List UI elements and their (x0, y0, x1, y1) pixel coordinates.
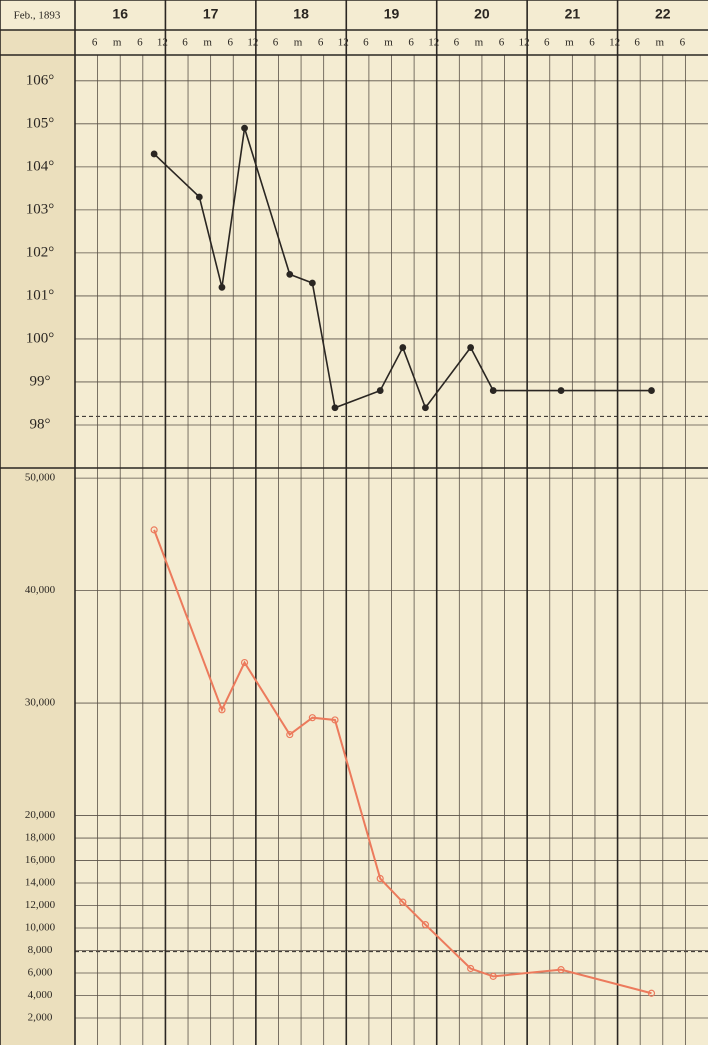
data-point (331, 716, 339, 724)
x-tick-label: 6 (680, 37, 686, 49)
y-tick-label: 12,000 (25, 899, 56, 911)
y-tick-label: 98° (30, 416, 51, 432)
y-tick-label: 106° (26, 72, 55, 88)
y-tick-label: 50,000 (25, 472, 56, 484)
x-tick-label: m (113, 37, 122, 49)
y-tick-label: 2,000 (28, 1012, 53, 1024)
label-column (0, 30, 75, 1045)
data-point (218, 706, 226, 714)
data-point (422, 404, 429, 412)
x-tick-label: m (203, 37, 212, 49)
data-point (467, 964, 475, 973)
y-tick-label: 102° (26, 244, 55, 260)
day-label: 19 (384, 6, 400, 22)
x-tick-label: 6 (318, 37, 324, 49)
x-tick-label: 6 (363, 37, 369, 49)
data-point (150, 526, 158, 534)
data-point (150, 150, 158, 158)
y-tick-label: 14,000 (25, 877, 56, 889)
data-point (647, 989, 656, 997)
y-tick-label: 10,000 (25, 922, 56, 934)
data-point (421, 921, 430, 929)
data-point (376, 387, 384, 394)
x-tick-label: m (384, 37, 393, 49)
x-tick-label: m (294, 37, 303, 49)
x-header-label: Feb., 1893 (14, 10, 61, 22)
data-point (376, 874, 384, 883)
y-tick-label: 18,000 (25, 832, 56, 844)
day-label: 22 (655, 6, 671, 22)
day-label: 20 (474, 6, 490, 22)
data-point (648, 387, 655, 394)
x-tick-label: 12 (519, 37, 530, 49)
y-tick-label: 20,000 (25, 809, 56, 821)
data-line (153, 529, 652, 995)
y-tick-label: 30,000 (25, 697, 56, 709)
data-point (557, 966, 565, 974)
y-tick-label: 101° (26, 287, 55, 303)
data-point (286, 730, 294, 739)
data-point (399, 898, 407, 906)
data-point (557, 387, 565, 394)
x-tick-label: 6 (273, 37, 279, 49)
y-tick-label: 104° (26, 158, 55, 174)
x-tick-label: 6 (408, 37, 414, 49)
data-point (241, 124, 248, 132)
data-point (240, 658, 249, 667)
data-point (489, 387, 497, 394)
day-label: 16 (112, 6, 128, 22)
data-point (489, 972, 497, 980)
day-label: 17 (203, 6, 219, 22)
y-tick-label: 8,000 (28, 944, 53, 956)
x-tick-label: 6 (137, 37, 143, 49)
x-tick-label: m (475, 37, 484, 49)
day-label: 21 (565, 6, 581, 22)
x-tick-label: 12 (338, 37, 349, 49)
y-tick-label: 103° (26, 201, 55, 217)
x-tick-label: 6 (92, 37, 98, 49)
x-tick-label: 12 (247, 37, 258, 49)
x-tick-label: 12 (157, 37, 168, 49)
day-label: 18 (293, 6, 309, 22)
y-tick-label: 4,000 (28, 989, 53, 1001)
data-point (467, 344, 475, 351)
x-tick-label: 12 (609, 37, 620, 49)
x-tick-label: 6 (589, 37, 595, 49)
x-tick-label: 6 (228, 37, 234, 49)
x-tick-label: 6 (454, 37, 460, 49)
y-tick-label: 6,000 (28, 967, 53, 979)
data-point (218, 283, 226, 291)
data-point (195, 193, 203, 201)
y-tick-label: 40,000 (25, 584, 56, 596)
y-tick-label: 100° (26, 330, 55, 346)
x-tick-label: 6 (499, 37, 505, 49)
x-tick-label: m (656, 37, 665, 49)
y-tick-label: 99° (30, 373, 51, 389)
x-tick-label: 6 (634, 37, 640, 49)
y-tick-label: 16,000 (25, 854, 56, 866)
data-point (308, 714, 316, 722)
data-point (331, 404, 339, 412)
data-point (286, 271, 294, 278)
x-tick-label: 6 (182, 37, 188, 49)
x-tick-label: 12 (428, 37, 439, 49)
data-line (153, 127, 652, 410)
data-point (308, 279, 316, 287)
y-tick-label: 105° (26, 115, 55, 131)
data-point (399, 344, 407, 351)
x-tick-label: 6 (544, 37, 550, 49)
x-tick-label: m (565, 37, 574, 49)
